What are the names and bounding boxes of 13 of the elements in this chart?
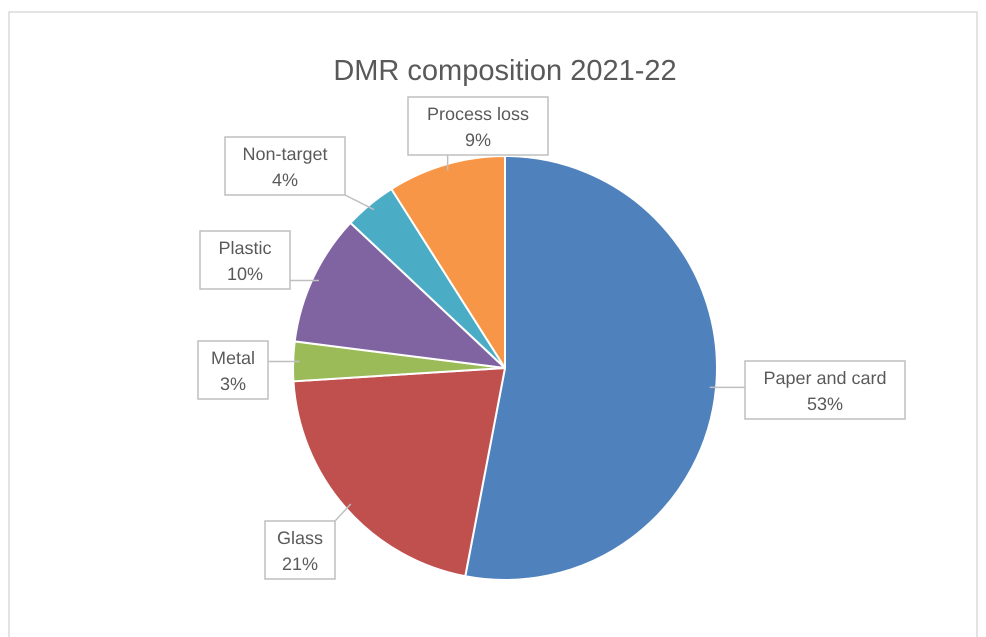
slice-label: Metal: [210, 348, 256, 368]
data-label: 3%: [220, 374, 246, 394]
data-label: 53%: [806, 394, 844, 414]
slice-label: Process loss: [426, 104, 530, 124]
slice-label: Glass: [276, 528, 324, 548]
slice-label: Paper and card: [763, 368, 887, 388]
data-label: 21%: [282, 554, 318, 574]
chart-title: DMR composition 2021-22: [333, 55, 677, 87]
data-label: 9%: [464, 130, 492, 150]
slice-label: Plastic: [218, 238, 272, 258]
data-label: 4%: [272, 170, 298, 190]
data-label: 10%: [226, 264, 264, 284]
slice-label: Non-target: [242, 144, 328, 164]
